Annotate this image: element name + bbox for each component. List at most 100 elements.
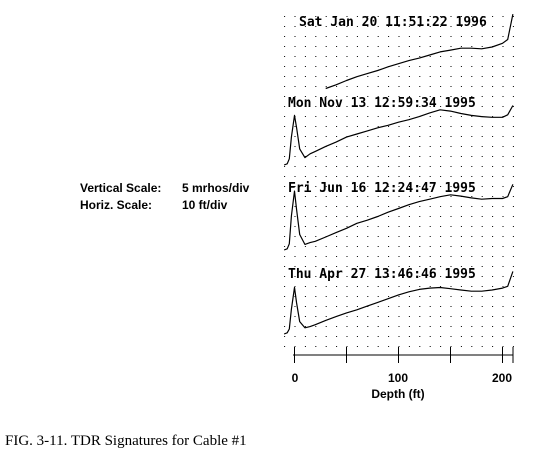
grid-dot bbox=[419, 196, 421, 197]
grid-dot bbox=[325, 316, 327, 317]
grid-dot bbox=[492, 296, 494, 297]
grid-dot bbox=[419, 26, 421, 27]
grid-dot bbox=[460, 316, 462, 317]
grid-dot bbox=[440, 56, 442, 57]
grid-dot bbox=[398, 326, 400, 327]
grid-dot bbox=[315, 276, 317, 277]
horizontal-scale-value: 10 ft/div bbox=[182, 198, 228, 212]
grid-dot bbox=[346, 196, 348, 197]
grid-dot bbox=[512, 16, 514, 17]
grid-dot bbox=[377, 186, 379, 187]
grid-dot bbox=[419, 36, 421, 37]
grid-dot bbox=[460, 306, 462, 307]
grid-dot bbox=[481, 236, 483, 237]
grid-dot bbox=[502, 86, 504, 87]
grid-dot bbox=[429, 276, 431, 277]
grid-dot bbox=[492, 26, 494, 27]
grid-dot bbox=[460, 96, 462, 97]
grid-dot bbox=[336, 146, 338, 147]
grid-dot bbox=[512, 26, 514, 27]
grid-dot bbox=[346, 236, 348, 237]
grid-dot bbox=[408, 86, 410, 87]
grid-dot bbox=[294, 266, 296, 267]
grid-dot bbox=[294, 16, 296, 17]
grid-dot bbox=[440, 226, 442, 227]
grid-dot bbox=[346, 186, 348, 187]
grid-dot bbox=[460, 286, 462, 287]
grid-dot bbox=[481, 66, 483, 67]
grid-dot bbox=[356, 56, 358, 57]
grid-dot bbox=[336, 296, 338, 297]
grid-dot bbox=[356, 236, 358, 237]
grid-dot bbox=[356, 326, 358, 327]
grid-dot bbox=[377, 126, 379, 127]
grid-dot bbox=[450, 326, 452, 327]
grid-dot bbox=[346, 86, 348, 87]
grid-dot bbox=[346, 266, 348, 267]
grid-dot bbox=[388, 346, 390, 347]
grid-dot bbox=[356, 276, 358, 277]
grid-dot bbox=[284, 326, 286, 327]
grid-dot bbox=[408, 186, 410, 187]
grid-dot bbox=[284, 16, 286, 17]
grid-dot bbox=[367, 26, 369, 27]
grid-dot bbox=[284, 76, 286, 77]
grid-dot bbox=[284, 226, 286, 227]
grid-dot bbox=[388, 286, 390, 287]
grid-dot bbox=[356, 306, 358, 307]
grid-dot bbox=[450, 196, 452, 197]
grid-dot bbox=[388, 76, 390, 77]
grid-dot bbox=[398, 136, 400, 137]
grid-dot bbox=[460, 176, 462, 177]
grid-dot bbox=[502, 66, 504, 67]
grid-dot bbox=[325, 16, 327, 17]
grid-dot bbox=[492, 326, 494, 327]
grid-dot bbox=[481, 126, 483, 127]
grid-dot bbox=[471, 156, 473, 157]
grid-dot bbox=[367, 36, 369, 37]
grid-dot bbox=[367, 186, 369, 187]
grid-dot bbox=[367, 336, 369, 337]
grid-dot bbox=[336, 196, 338, 197]
grid-dot bbox=[429, 46, 431, 47]
grid-dot bbox=[294, 326, 296, 327]
grid-dot bbox=[481, 246, 483, 247]
grid-dot bbox=[512, 346, 514, 347]
grid-dot bbox=[481, 106, 483, 107]
grid-dot bbox=[471, 76, 473, 77]
grid-dot bbox=[377, 116, 379, 117]
grid-dot bbox=[367, 246, 369, 247]
grid-dot bbox=[315, 26, 317, 27]
grid-dot bbox=[408, 156, 410, 157]
grid-dot bbox=[440, 286, 442, 287]
grid-dot bbox=[450, 66, 452, 67]
grid-dot bbox=[481, 96, 483, 97]
grid-dot bbox=[471, 126, 473, 127]
grid-dot bbox=[388, 316, 390, 317]
grid-dot bbox=[346, 46, 348, 47]
grid-dot bbox=[304, 116, 306, 117]
grid-dot bbox=[325, 326, 327, 327]
grid-dot bbox=[450, 176, 452, 177]
grid-dot bbox=[502, 136, 504, 137]
grid-dot bbox=[512, 126, 514, 127]
grid-dot bbox=[294, 146, 296, 147]
grid-dot bbox=[284, 346, 286, 347]
grid-dot bbox=[294, 136, 296, 137]
grid-dot bbox=[315, 226, 317, 227]
grid-dot bbox=[450, 336, 452, 337]
grid-dot bbox=[367, 216, 369, 217]
grid-dot bbox=[356, 106, 358, 107]
horizontal-scale-label: Horiz. Scale: bbox=[80, 198, 152, 212]
grid-dot bbox=[408, 316, 410, 317]
grid-dot bbox=[304, 206, 306, 207]
grid-dot bbox=[388, 166, 390, 167]
grid-dot bbox=[460, 156, 462, 157]
grid-dot bbox=[492, 246, 494, 247]
grid-dot bbox=[388, 196, 390, 197]
grid-dot bbox=[419, 186, 421, 187]
grid-dot bbox=[471, 46, 473, 47]
grid-dot bbox=[346, 326, 348, 327]
grid-dot bbox=[492, 316, 494, 317]
grid-dot bbox=[346, 316, 348, 317]
